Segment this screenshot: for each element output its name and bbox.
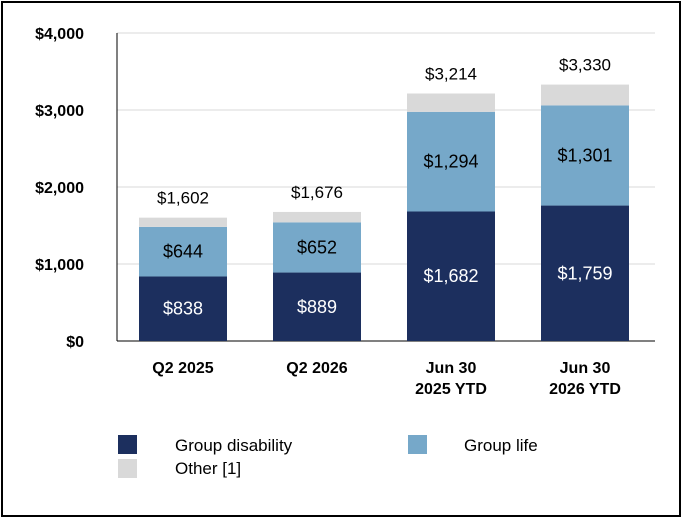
bar-segment [273, 211, 361, 223]
bar-segment [541, 84, 629, 106]
data-label: $889 [297, 297, 337, 317]
data-label: $1,301 [557, 145, 612, 165]
x-tick-label: Jun 30 [560, 360, 611, 377]
total-label: $3,330 [559, 56, 611, 75]
bar-segment [139, 217, 227, 227]
bar-segment [541, 105, 629, 206]
bar-segment [407, 111, 495, 212]
total-label: $1,602 [157, 189, 209, 208]
bar-segment [273, 272, 361, 341]
legend-swatch [118, 435, 137, 454]
x-tick-label: Jun 30 [426, 360, 477, 377]
y-tick-label: $3,000 [35, 103, 84, 120]
legend-label: Group life [464, 436, 538, 455]
x-tick-label: Q2 2026 [286, 360, 347, 377]
x-tick-label: 2025 YTD [415, 381, 487, 398]
bar-segment [541, 205, 629, 341]
bar-segment [273, 222, 361, 273]
data-label: $1,682 [423, 266, 478, 286]
legend-label: Other [1] [175, 459, 241, 478]
y-tick-label: $2,000 [35, 180, 84, 197]
legend-label: Group disability [175, 436, 293, 455]
legend-swatch [408, 435, 427, 454]
total-label: $1,676 [291, 183, 343, 202]
y-tick-label: $4,000 [35, 26, 84, 43]
data-label: $1,759 [557, 263, 612, 283]
data-label: $838 [163, 299, 203, 319]
y-tick-label: $1,000 [35, 257, 84, 274]
y-tick-label: $0 [66, 334, 84, 351]
bar-segment [407, 93, 495, 112]
legend-swatch [118, 459, 137, 478]
data-label: $644 [163, 242, 203, 262]
x-tick-label: Q2 2025 [152, 360, 213, 377]
bar-segment [139, 276, 227, 341]
x-tick-label: 2026 YTD [549, 381, 621, 398]
bar-segment [139, 226, 227, 277]
data-label: $652 [297, 237, 337, 257]
total-label: $3,214 [425, 65, 477, 84]
data-label: $1,294 [423, 152, 478, 172]
bar-segment [407, 211, 495, 341]
